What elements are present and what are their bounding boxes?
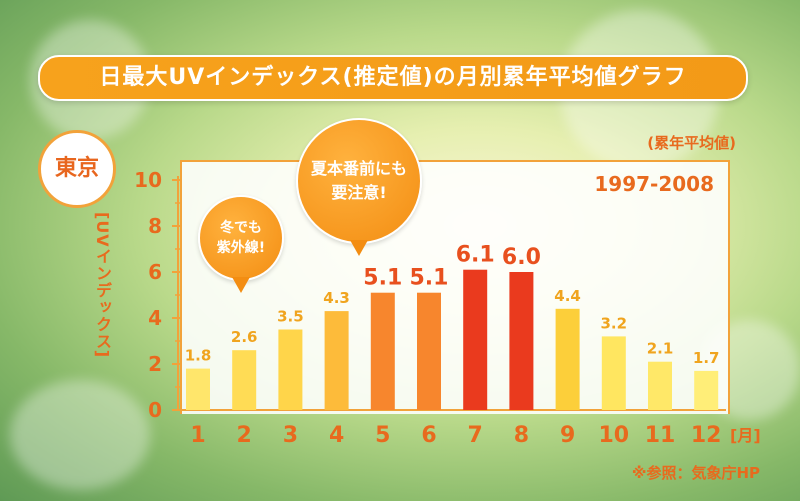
y-tick-label: 2	[148, 352, 162, 376]
x-tick-label: 6	[421, 423, 436, 448]
bar-value-label: 2.6	[231, 328, 258, 346]
bar-value-label: 3.2	[601, 314, 628, 332]
bar-value-label: 4.3	[323, 289, 350, 307]
bar	[186, 368, 210, 410]
bar	[694, 370, 719, 410]
x-tick-label: 4	[329, 423, 344, 448]
bar-value-label: 1.7	[693, 349, 720, 367]
y-tick-label: 0	[148, 398, 162, 422]
x-tick-label: 11	[645, 423, 676, 448]
bar	[648, 361, 672, 410]
y-tick-label: 6	[148, 260, 162, 284]
x-tick-label: 5	[375, 423, 390, 448]
bar	[509, 272, 534, 410]
y-tick-label: 8	[148, 214, 162, 238]
bubble-summer: 夏本番前にも 要注意!	[296, 118, 422, 256]
bar-value-label: 6.1	[456, 243, 495, 268]
bar	[232, 350, 257, 410]
source-note: ※参照：気象庁HP	[631, 464, 760, 482]
bar-value-label: 4.4	[554, 287, 581, 305]
x-tick-label: 7	[468, 423, 483, 448]
x-tick-label: 8	[514, 423, 529, 448]
bar	[601, 336, 626, 410]
plot-panel	[180, 160, 730, 414]
city-badge: 東京	[38, 130, 116, 208]
x-tick-label: 1	[190, 423, 205, 448]
bubble-winter-line1: 冬でも	[220, 220, 262, 236]
average-note: (累年平均値)	[647, 134, 736, 152]
bubble-summer-line2: 要注意!	[331, 183, 387, 202]
bar-value-label: 5.1	[363, 266, 402, 291]
bar	[417, 292, 441, 410]
bubble-winter: 冬でも 紫外線!	[198, 195, 284, 293]
chart-title: 日最大UVインデックス(推定値)の月別累年平均値グラフ	[38, 55, 748, 101]
bar	[370, 292, 395, 410]
y-axis-title: [UVインデックス]	[93, 212, 112, 358]
x-tick-label: 2	[237, 423, 252, 448]
x-tick-label: 12	[691, 423, 722, 448]
bar	[324, 311, 349, 410]
bar-value-label: 1.8	[185, 347, 212, 365]
bar-value-label: 3.5	[277, 308, 304, 326]
x-tick-label: 10	[598, 423, 629, 448]
bar	[278, 329, 303, 410]
bubble-winter-line2: 紫外線!	[216, 240, 266, 256]
bar-value-label: 6.0	[502, 245, 541, 270]
x-tick-label: 9	[560, 423, 575, 448]
y-tick-label: 10	[134, 168, 162, 192]
bar	[463, 269, 488, 410]
bar-value-label: 5.1	[410, 266, 449, 291]
y-tick-label: 4	[148, 306, 162, 330]
bar	[555, 308, 580, 410]
bar-value-label: 2.1	[647, 340, 674, 358]
x-axis-unit: [月]	[730, 426, 761, 445]
period-label: 1997-2008	[594, 172, 714, 196]
x-tick-label: 3	[283, 423, 298, 448]
bubble-summer-line1: 夏本番前にも	[310, 159, 407, 178]
